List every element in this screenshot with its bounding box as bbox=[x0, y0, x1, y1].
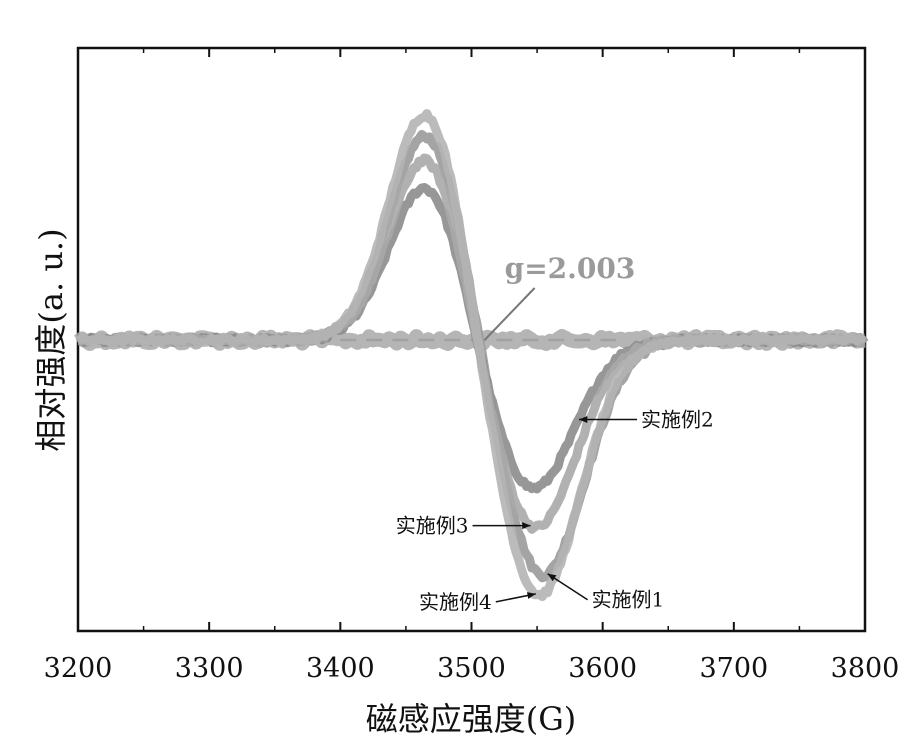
series-line bbox=[78, 135, 865, 578]
x-axis-tick-labels: 3200 3300 3400 3500 3600 3700 3800 bbox=[44, 653, 900, 684]
series-annotation-label: 实施例3 bbox=[396, 514, 469, 538]
g-value-label: g=2.003 bbox=[505, 252, 636, 285]
x-tick-label: 3600 bbox=[568, 653, 637, 684]
x-tick-label: 3200 bbox=[44, 653, 113, 684]
y-axis-title: 相对强度(a. u.) bbox=[32, 228, 70, 451]
g-value-annotation: g=2.003 bbox=[485, 252, 636, 340]
x-tick-label: 3800 bbox=[831, 653, 900, 684]
x-tick-label: 3300 bbox=[175, 653, 244, 684]
series-annotation-label: 实施例2 bbox=[641, 407, 714, 431]
series-annotation-label: 实施例1 bbox=[592, 588, 665, 612]
series-annotation-label: 实施例4 bbox=[419, 590, 492, 614]
x-tick-label: 3700 bbox=[699, 653, 768, 684]
series-line bbox=[78, 114, 865, 597]
x-tick-label: 3500 bbox=[437, 653, 506, 684]
x-axis-title: 磁感应强度(G) bbox=[366, 700, 577, 738]
series-layer bbox=[78, 114, 865, 597]
x-tick-label: 3400 bbox=[306, 653, 375, 684]
